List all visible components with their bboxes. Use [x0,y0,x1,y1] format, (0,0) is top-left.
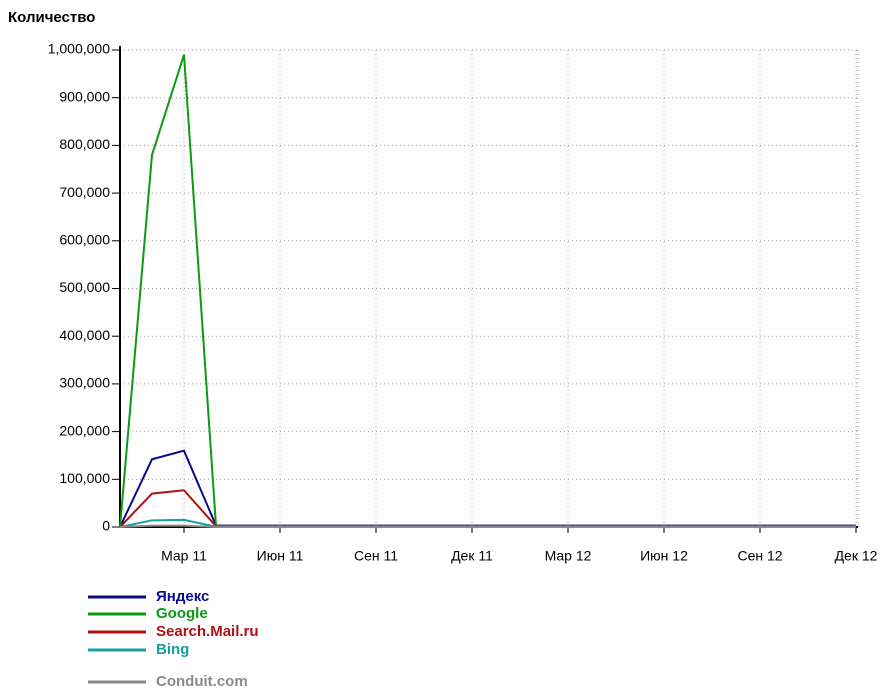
y-tick-label: 700,000 [59,184,110,200]
series-line [119,489,856,528]
y-tick-label: 300,000 [59,375,110,391]
y-tick-label: 100,000 [59,470,110,486]
x-tick-label: Дек 12 [835,548,878,564]
legend-label: Search.Mail.ru [156,623,259,640]
chart-title: Количество [8,9,95,26]
series-line [119,524,856,528]
legend-label: Conduit.com [156,673,248,690]
legend-label: Google [156,605,208,622]
y-tick-label: 0 [102,518,110,534]
y-tick-label: 600,000 [59,232,110,248]
y-tick-label: 400,000 [59,327,110,343]
x-tick-label: Мар 12 [545,548,592,564]
x-tick-label: Июн 12 [640,548,688,564]
x-tick-label: Дек 11 [451,548,493,564]
y-tick-label: 800,000 [59,136,110,152]
legend-label: Bing [156,641,189,658]
x-tick-label: Мар 11 [161,548,207,564]
series-line [119,518,856,528]
x-tick-label: Июн 11 [257,548,304,564]
series-line [119,449,856,528]
series-line [119,54,856,528]
y-tick-label: 200,000 [59,422,110,438]
y-tick-label: 900,000 [59,88,110,104]
x-tick-label: Сен 11 [354,548,398,564]
y-tick-label: 500,000 [59,279,110,295]
y-tick-label: 1,000,000 [48,41,110,57]
legend-label: Яндекс [156,588,209,605]
x-tick-label: Сен 12 [737,548,782,564]
